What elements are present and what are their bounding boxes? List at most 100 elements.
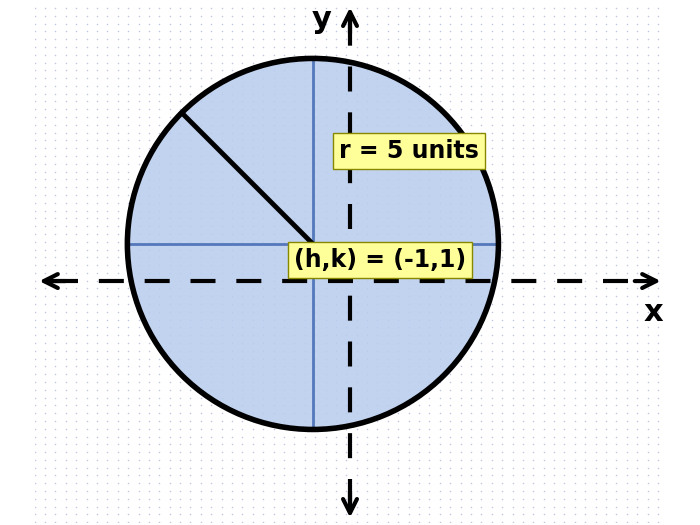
Point xyxy=(631,370,643,379)
Point xyxy=(29,222,40,230)
Point xyxy=(133,518,144,525)
Point xyxy=(50,354,61,363)
Point xyxy=(216,487,228,495)
Point xyxy=(455,495,466,503)
Point xyxy=(652,160,664,168)
Point xyxy=(414,385,425,394)
Point xyxy=(216,261,228,269)
Point xyxy=(517,152,528,160)
Point xyxy=(60,198,71,207)
Point xyxy=(247,417,258,425)
Point xyxy=(206,35,217,44)
Point xyxy=(39,214,50,223)
Point xyxy=(164,432,175,440)
Point xyxy=(216,27,228,36)
Point xyxy=(372,417,383,425)
Point xyxy=(361,518,372,525)
Point xyxy=(382,300,393,308)
Point xyxy=(476,432,487,440)
Point xyxy=(569,206,580,215)
Point xyxy=(174,198,186,207)
Point xyxy=(393,191,404,199)
Point xyxy=(631,245,643,254)
Point xyxy=(351,35,363,44)
Point xyxy=(642,237,653,246)
Point xyxy=(81,206,92,215)
Point xyxy=(393,284,404,292)
Point xyxy=(112,277,123,285)
Point xyxy=(247,448,258,456)
Point xyxy=(122,35,134,44)
Point xyxy=(382,432,393,440)
Point xyxy=(164,206,175,215)
Point xyxy=(279,487,290,495)
Point xyxy=(517,183,528,192)
Point xyxy=(279,277,290,285)
Point xyxy=(288,105,300,113)
Point xyxy=(237,12,248,20)
Point xyxy=(455,206,466,215)
Point xyxy=(279,261,290,269)
Point xyxy=(424,331,435,340)
Point xyxy=(226,144,237,152)
Point xyxy=(663,370,674,379)
Point xyxy=(393,4,404,12)
Point xyxy=(247,471,258,480)
Point xyxy=(621,518,632,525)
Point xyxy=(455,198,466,207)
Point xyxy=(393,0,404,4)
Point xyxy=(216,495,228,503)
Point xyxy=(372,214,383,223)
Point xyxy=(382,206,393,215)
Point xyxy=(476,409,487,417)
Point xyxy=(216,183,228,192)
Point xyxy=(237,346,248,355)
Point xyxy=(279,19,290,28)
Point xyxy=(361,448,372,456)
Point xyxy=(50,214,61,223)
Point xyxy=(288,417,300,425)
Point xyxy=(144,362,155,371)
Point xyxy=(341,284,352,292)
Point xyxy=(507,284,518,292)
Point xyxy=(71,167,82,176)
Point xyxy=(247,206,258,215)
Point xyxy=(174,502,186,511)
Point xyxy=(549,191,560,199)
Point xyxy=(279,417,290,425)
Point xyxy=(29,230,40,238)
Point xyxy=(341,66,352,75)
Point xyxy=(195,35,206,44)
Point xyxy=(663,518,674,525)
Point xyxy=(320,393,331,402)
Point xyxy=(590,284,601,292)
Point xyxy=(580,12,591,20)
Point xyxy=(611,175,622,184)
Point xyxy=(549,346,560,355)
Point xyxy=(164,230,175,238)
Point xyxy=(122,58,134,67)
Point xyxy=(164,43,175,51)
Point xyxy=(642,43,653,51)
Point xyxy=(538,362,550,371)
Point xyxy=(29,425,40,433)
Point xyxy=(102,183,113,192)
Point xyxy=(164,253,175,261)
Point xyxy=(621,19,632,28)
Point xyxy=(621,167,632,176)
Point xyxy=(29,261,40,269)
Point xyxy=(393,471,404,480)
Point xyxy=(361,237,372,246)
Point xyxy=(466,518,477,525)
Point xyxy=(393,152,404,160)
Point xyxy=(341,510,352,519)
Point xyxy=(237,510,248,519)
Point xyxy=(444,448,456,456)
Point xyxy=(216,58,228,67)
Point xyxy=(122,261,134,269)
Point xyxy=(330,237,342,246)
Point xyxy=(144,331,155,340)
Point xyxy=(81,385,92,394)
Point xyxy=(247,222,258,230)
Point xyxy=(528,354,539,363)
